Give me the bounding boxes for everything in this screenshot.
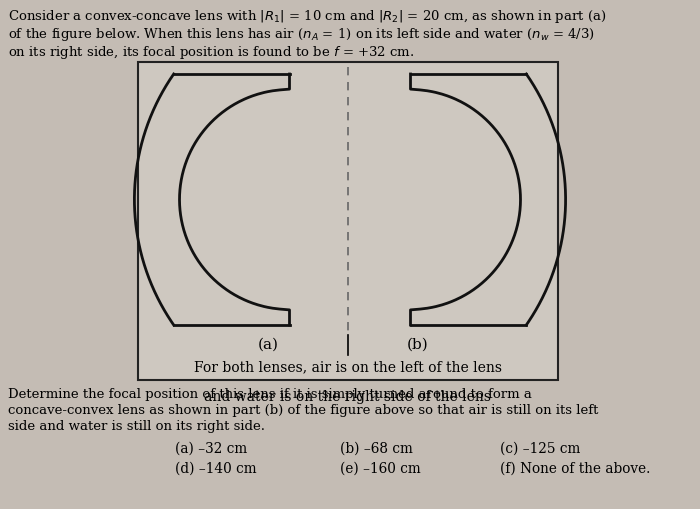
Text: (a) –32 cm: (a) –32 cm — [175, 442, 247, 456]
Text: (b) –68 cm: (b) –68 cm — [340, 442, 413, 456]
Text: and water is on the right side of the lens: and water is on the right side of the le… — [204, 390, 491, 404]
Text: (d) –140 cm: (d) –140 cm — [175, 462, 257, 476]
Text: (f) None of the above.: (f) None of the above. — [500, 462, 650, 476]
Text: concave-convex lens as shown in part (b) of the figure above so that air is stil: concave-convex lens as shown in part (b)… — [8, 404, 598, 417]
Bar — [138, 62, 558, 380]
Text: (a): (a) — [258, 338, 279, 352]
Text: (b): (b) — [407, 338, 429, 352]
Text: Determine the focal position of this lens if it is simply turned around to form : Determine the focal position of this len… — [8, 388, 532, 401]
Text: of the figure below. When this lens has air ($n_A$ = 1) on its left side and wat: of the figure below. When this lens has … — [8, 26, 595, 43]
Text: on its right side, its focal position is found to be $f$ = +32 cm.: on its right side, its focal position is… — [8, 44, 414, 61]
Text: (e) –160 cm: (e) –160 cm — [340, 462, 421, 476]
Text: Consider a convex-concave lens with $|R_1|$ = 10 cm and $|R_2|$ = 20 cm, as show: Consider a convex-concave lens with $|R_… — [8, 8, 606, 25]
Text: side and water is still on its right side.: side and water is still on its right sid… — [8, 420, 265, 433]
Text: For both lenses, air is on the left of the lens: For both lenses, air is on the left of t… — [194, 360, 502, 374]
Text: (c) –125 cm: (c) –125 cm — [500, 442, 580, 456]
